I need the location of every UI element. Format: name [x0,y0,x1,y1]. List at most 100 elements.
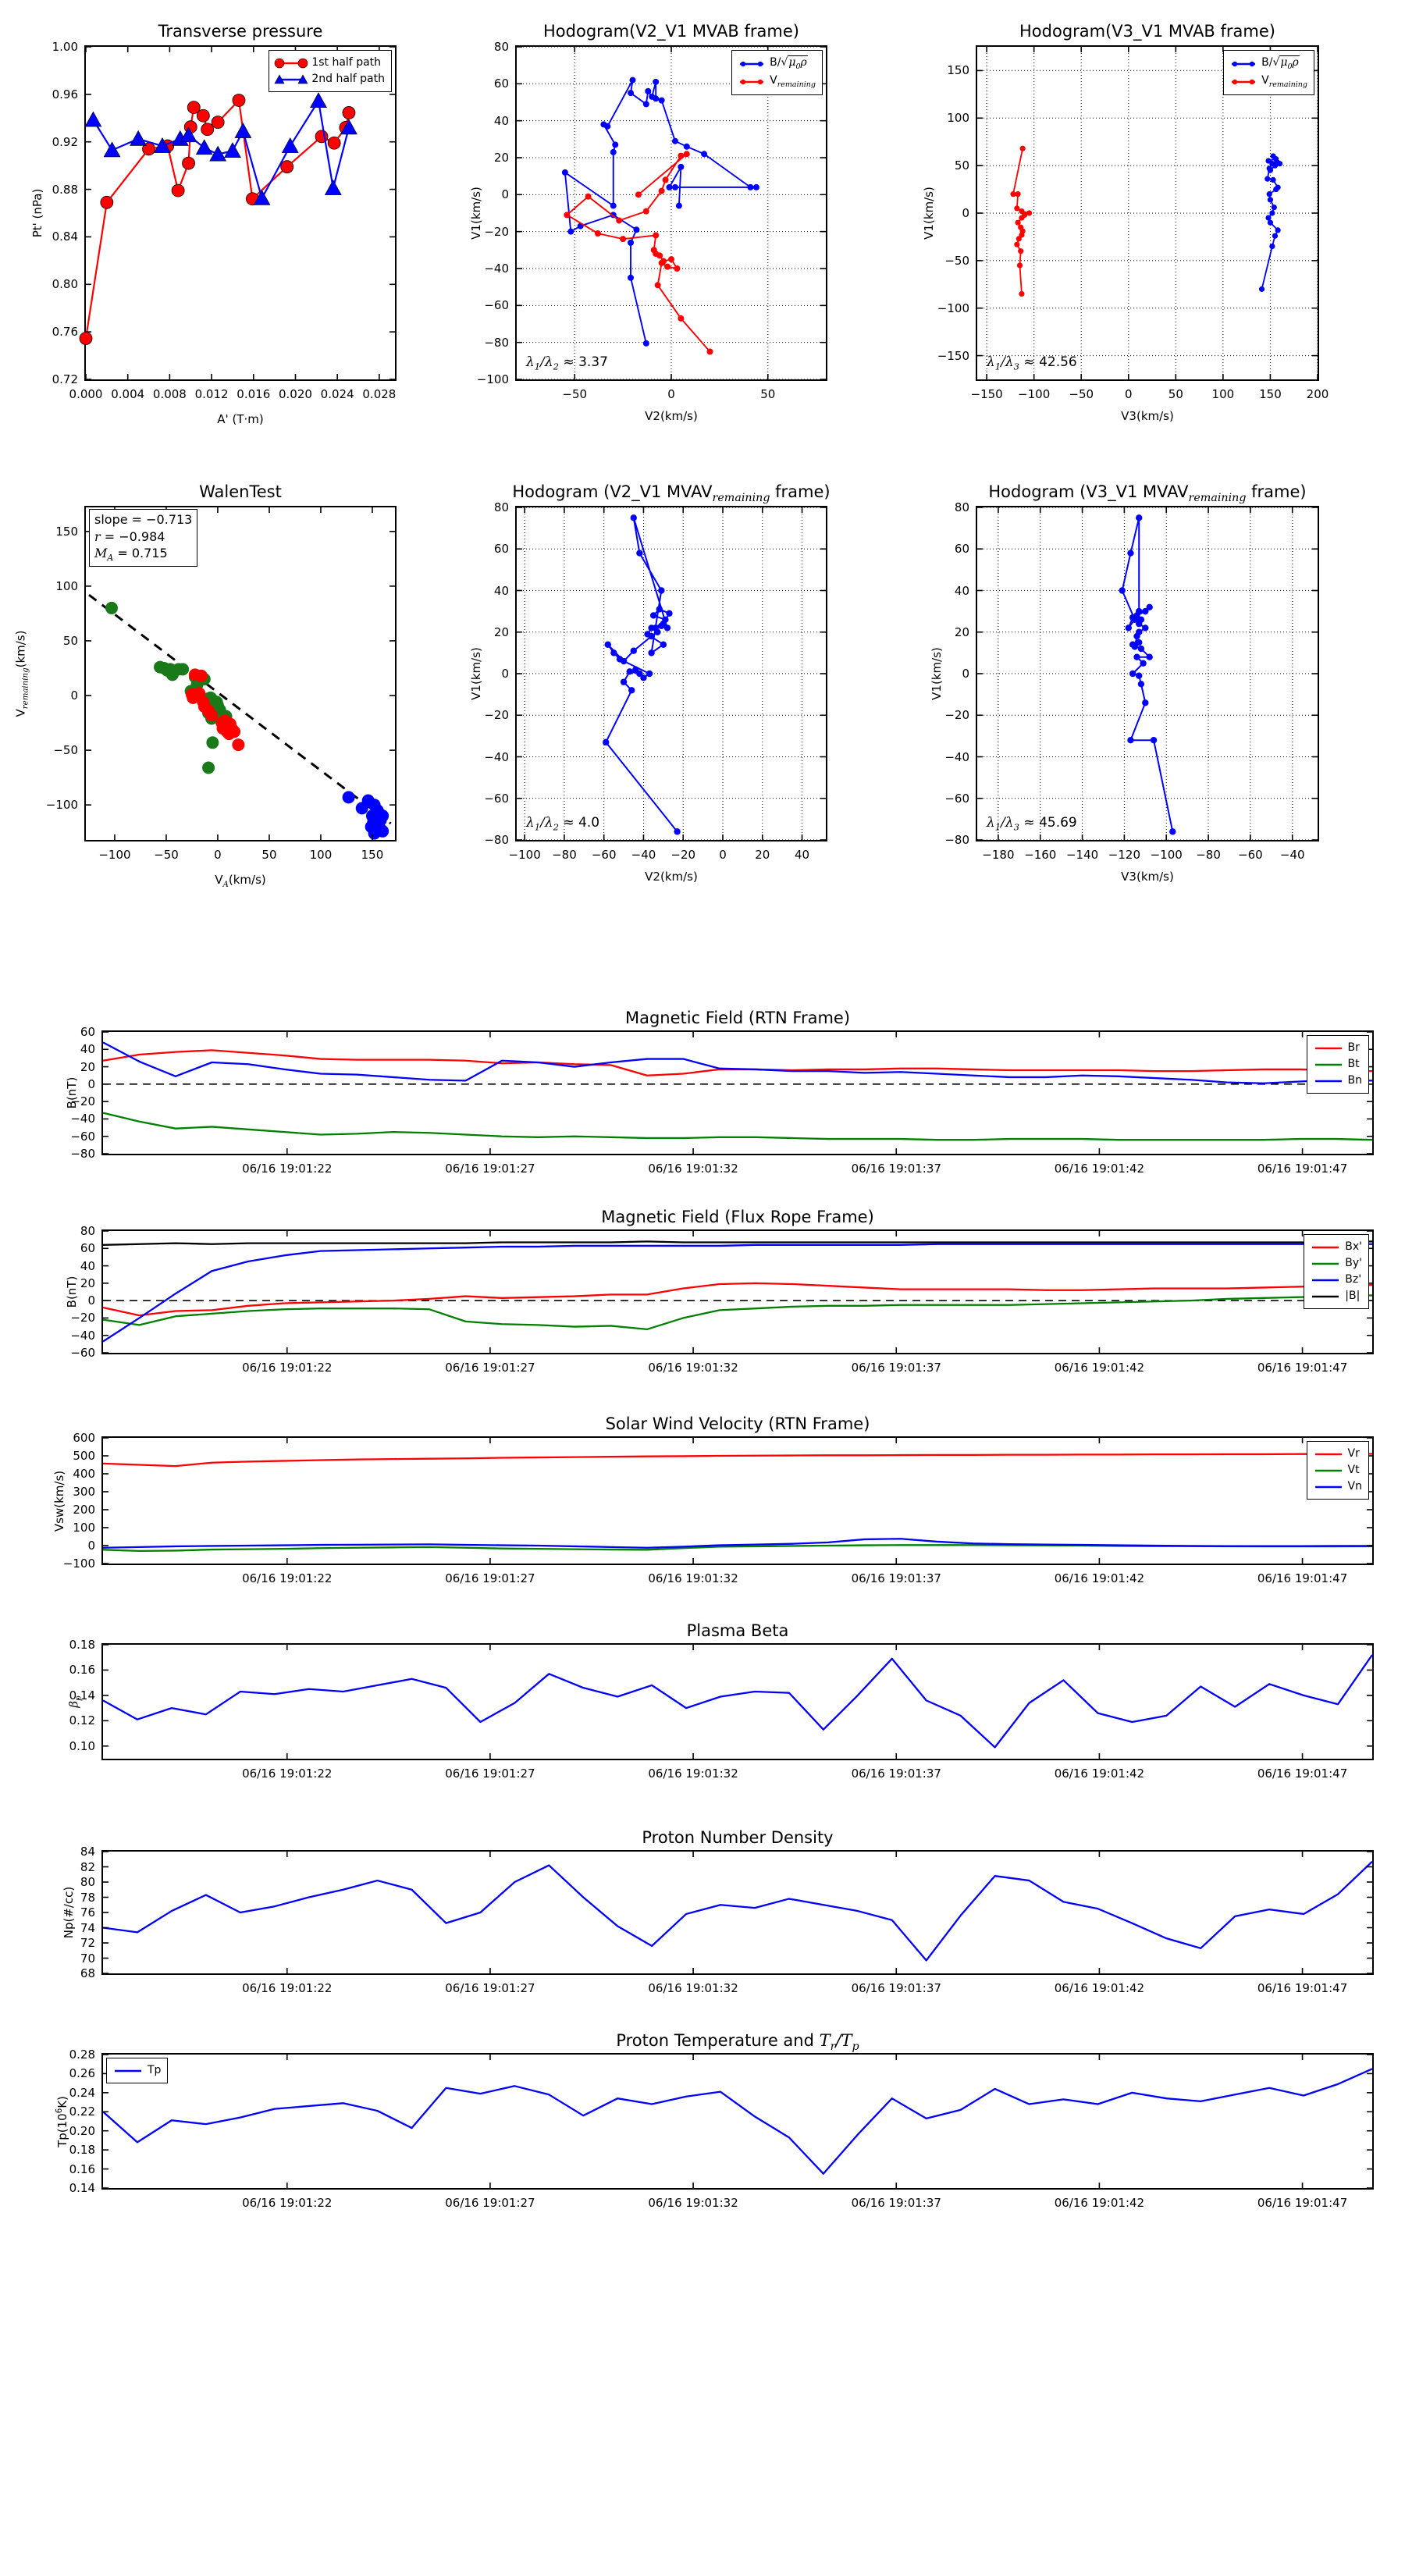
ytick-proton-temperature-4: 0.22 [69,2105,95,2119]
legend-label-0: B/√μ0ρ [770,55,808,71]
series-vn [102,1538,1372,1549]
plot-title-magnetic-field-rtn: Magnetic Field (RTN Frame) [624,1009,851,1027]
ytick-hodogram-v3v1-mvav-1: −60 [944,791,969,806]
ytick-proton-temperature-0: 0.14 [69,2181,95,2195]
ytick-magnetic-field-rtn-0: −80 [70,1147,95,1161]
ytick-magnetic-field-rtn-2: −40 [70,1112,95,1126]
ytick-plasma-beta-0: 0.10 [69,1738,95,1753]
xtick-proton-temperature-3: 06/16 19:01:37 [851,2196,941,2210]
xtick-proton-temperature-0: 06/16 19:01:22 [242,2196,333,2210]
xtick-magnetic-field-flux-rope-5: 06/16 19:01:47 [1257,1361,1348,1375]
xtick-proton-temperature-1: 06/16 19:01:27 [445,2196,535,2210]
xtick-walen-test-2: 0 [214,848,222,862]
ytick-transverse-pressure-2: 0.80 [52,277,78,292]
series-br [102,1049,1373,1076]
legend-solar-wind-velocity-rtn[interactable]: Vr Vt Vn [1306,1441,1369,1500]
ylabel-magnetic-field-rtn: B(nT) [65,1076,79,1109]
series-red-points [185,668,245,752]
ytick-magnetic-field-flux-rope-5: 40 [80,1258,95,1273]
legend-label-0: Vr [1347,1447,1360,1460]
legend-item-0: Bx' [1311,1239,1362,1255]
walen-r: r = −0.984 [94,528,165,544]
ytick-transverse-pressure-3: 0.84 [52,229,78,244]
legend-label-1: Vremaining [1261,74,1307,89]
plot-title-walen-test: WalenTest [199,482,282,501]
xtick-solar-wind-velocity-rtn-5: 06/16 19:01:47 [1257,1571,1348,1585]
axes-proton-number-density [101,1850,1374,1975]
plot-title-proton-temperature: Proton Temperature and Tr/Tp [616,2031,859,2054]
xtick-walen-test-3: 50 [261,848,277,862]
series-tp [102,2068,1373,2175]
legend-label-0: Bx' [1345,1240,1362,1253]
ytick-hodogram-v2v1-mvab-7: 40 [493,113,509,128]
xtick-hodogram-v3v1-mvab-0: −150 [970,387,1003,401]
xtick-hodogram-v3v1-mvav-2: −140 [1065,848,1099,862]
ytick-hodogram-v2v1-mvav-1: −60 [484,791,509,806]
legend-item-1: Vremaining [738,73,816,91]
xtick-transverse-pressure-5: 0.020 [278,387,312,401]
ytick-magnetic-field-flux-rope-0: −60 [70,1346,95,1360]
ytick-magnetic-field-rtn-4: 0 [87,1076,95,1091]
legend-label-0: 1st half path [311,56,382,69]
legend-item-0: Tp [113,2062,161,2079]
xtick-hodogram-v3v1-mvav-1: −160 [1024,848,1057,862]
legend-swatch-1 [1312,1262,1339,1265]
xtick-walen-test-4: 100 [309,848,333,862]
ytick-hodogram-v2v1-mvab-1: −80 [484,335,509,350]
ytick-proton-temperature-1: 0.16 [69,2161,95,2176]
legend-magnetic-field-flux-rope[interactable]: Bx' By' Bz' |B| [1304,1234,1369,1309]
legend-proton-temperature[interactable]: Tp [106,2058,169,2083]
ylabel-walen-test: Vremaining(km/s) [13,630,30,717]
ytick-solar-wind-velocity-rtn-6: 500 [73,1449,95,1463]
xtick-transverse-pressure-1: 0.004 [111,387,145,401]
ytick-hodogram-v3v1-mvav-4: 0 [962,667,969,681]
xtick-walen-test-5: 150 [361,848,384,862]
xtick-magnetic-field-rtn-3: 06/16 19:01:37 [851,1162,941,1176]
legend-label-1: By' [1345,1257,1362,1269]
ytick-magnetic-field-rtn-7: 60 [80,1025,95,1039]
ytick-hodogram-v2v1-mvab-6: 20 [493,151,509,165]
xlabel-hodogram-v3v1-mvav: V3(km/s) [1121,870,1174,884]
legend-magnetic-field-rtn[interactable]: Br Bt Bn [1306,1035,1369,1094]
series-bt [102,1112,1373,1141]
ytick-transverse-pressure-4: 0.88 [52,182,78,197]
annotation-hodogram-v3v1-mvab: λ1/λ3 ≈ 42.56 [987,354,1077,372]
xtick-proton-number-density-3: 06/16 19:01:37 [851,1981,941,1995]
series-b-sqrt-mu0-rho- [561,76,759,347]
ytick-proton-number-density-2: 72 [80,1936,95,1950]
plot-area-magnetic-field-rtn [102,1031,1373,1155]
legend-label-0: Br [1347,1041,1360,1054]
xtick-hodogram-v2v1-mvav-2: −60 [591,848,617,862]
legend-transverse-pressure[interactable]: 1st half path 2nd half path [269,50,392,92]
xlabel-hodogram-v2v1-mvav: V2(km/s) [645,870,698,884]
ytick-hodogram-v2v1-mvab-8: 60 [493,76,509,91]
legend-item-1: Bt [1314,1056,1362,1073]
legend-hodogram-v3v1-mvab[interactable]: B/√μ0ρ Vremaining [1223,50,1314,96]
series-blue-points [342,791,389,840]
ytick-magnetic-field-rtn-6: 40 [80,1042,95,1057]
xtick-transverse-pressure-4: 0.016 [237,387,271,401]
plot-area-proton-number-density [102,1851,1373,1974]
xtick-transverse-pressure-0: 0.000 [69,387,103,401]
ytick-hodogram-v3v1-mvab-4: 50 [954,158,969,173]
ytick-magnetic-field-flux-rope-2: −20 [70,1311,95,1325]
xtick-plasma-beta-3: 06/16 19:01:37 [851,1767,941,1781]
legend-hodogram-v2v1-mvab[interactable]: B/√μ0ρ Vremaining [731,50,823,96]
xtick-hodogram-v3v1-mvav-7: −40 [1279,848,1305,862]
ytick-solar-wind-velocity-rtn-7: 600 [73,1431,95,1445]
axes-magnetic-field-flux-rope [101,1229,1374,1354]
xtick-solar-wind-velocity-rtn-1: 06/16 19:01:27 [445,1571,535,1585]
xtick-plasma-beta-2: 06/16 19:01:32 [648,1767,738,1781]
xtick-hodogram-v2v1-mvav-7: 40 [794,848,810,862]
xtick-hodogram-v3v1-mvab-4: 50 [1168,387,1183,401]
plot-area-solar-wind-velocity-rtn [102,1437,1373,1564]
ytick-hodogram-v3v1-mvab-1: −100 [937,301,969,315]
xtick-magnetic-field-flux-rope-3: 06/16 19:01:37 [851,1361,941,1375]
axes-hodogram-v2v1-mvav [515,506,827,841]
ytick-hodogram-v2v1-mvab-0: −100 [476,372,509,386]
ytick-hodogram-v3v1-mvab-2: −50 [944,253,969,268]
